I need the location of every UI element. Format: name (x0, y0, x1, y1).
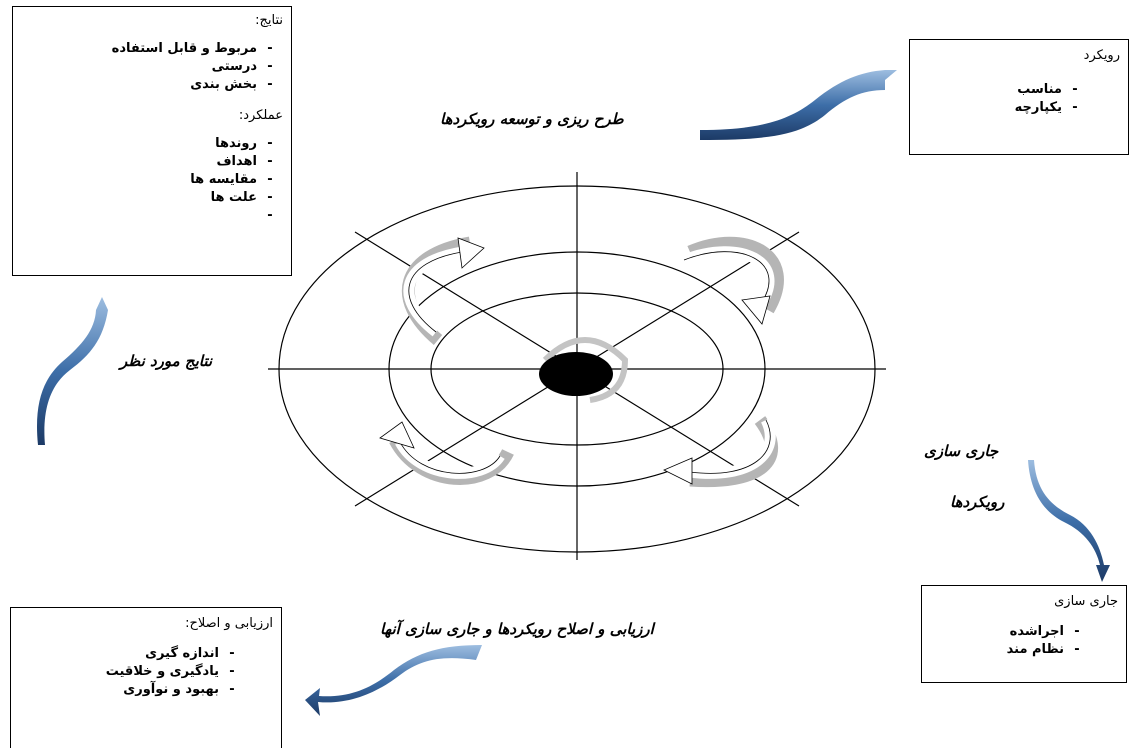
list-item: -اهداف (216, 154, 273, 169)
cycle-arrow-bottom-left (379, 421, 514, 485)
list-item: -مقایسه ها (190, 172, 273, 187)
results-list: -مربوط و قابل استفاده -درستی -بخش بندی (13, 40, 291, 94)
list-item: -یکپارچه (1014, 100, 1078, 115)
cycle-arrow-top-right (681, 236, 784, 325)
hub-shadow (542, 337, 629, 403)
assessment-heading: ارزیابی و اصلاح: (185, 616, 273, 631)
label-desired-results: نتایج مورد نظر (120, 352, 213, 370)
results-heading: نتایج: (255, 13, 283, 28)
list-item: -اندازه گیری (145, 646, 235, 661)
cycle-arrow-bottom-right (663, 416, 778, 488)
list-item: -نظام مند (1006, 642, 1080, 657)
list-item: -درستی (211, 59, 273, 74)
list-item: - (267, 208, 273, 223)
performance-heading: عملکرد: (238, 108, 283, 123)
label-assessment: ارزیابی و اصلاح رویکردها و جاری سازی آنه… (380, 620, 654, 638)
performance-list: -روندها -اهداف -مقایسه ها -علت ها - (13, 135, 291, 225)
list-item: -مربوط و قابل استفاده (111, 41, 273, 56)
assessment-list: -اندازه گیری -یادگیری و خلاقیت -بهبود و … (11, 645, 281, 699)
cycle-arrow-top-left (401, 236, 485, 345)
list-item: -اجراشده (1009, 624, 1080, 639)
results-box: نتایج: -مربوط و قابل استفاده -درستی -بخش… (12, 6, 292, 276)
list-item: -علت ها (210, 190, 273, 205)
approach-heading: رویکرد (1083, 48, 1120, 63)
ribbon-arrow-deployment (1028, 460, 1110, 582)
approach-box: رویکرد -مناسب -یکپارچه (909, 39, 1129, 155)
list-item: -یادگیری و خلاقیت (105, 664, 235, 679)
deployment-box: جاری سازی -اجراشده -نظام مند (921, 585, 1127, 683)
list-item: -روندها (215, 136, 273, 151)
list-item: -بخش بندی (190, 77, 273, 92)
label-planning: طرح ریزی و توسعه رویکردها (440, 110, 624, 128)
hub (539, 352, 613, 396)
ribbon-arrow-desired-results (37, 297, 108, 445)
label-deployment-line1: جاری سازی (924, 442, 999, 460)
approach-list: -مناسب -یکپارچه (910, 81, 1128, 117)
deployment-list: -اجراشده -نظام مند (922, 623, 1126, 659)
list-item: -بهبود و نوآوری (123, 682, 235, 697)
list-item: -مناسب (1017, 82, 1078, 97)
assessment-box: ارزیابی و اصلاح: -اندازه گیری -یادگیری و… (10, 607, 282, 748)
label-deployment-line2: رویکردها (950, 493, 1005, 511)
ribbon-arrow-assessment (305, 645, 482, 716)
ribbon-arrow-planning (700, 70, 897, 140)
deployment-heading: جاری سازی (1054, 594, 1118, 609)
